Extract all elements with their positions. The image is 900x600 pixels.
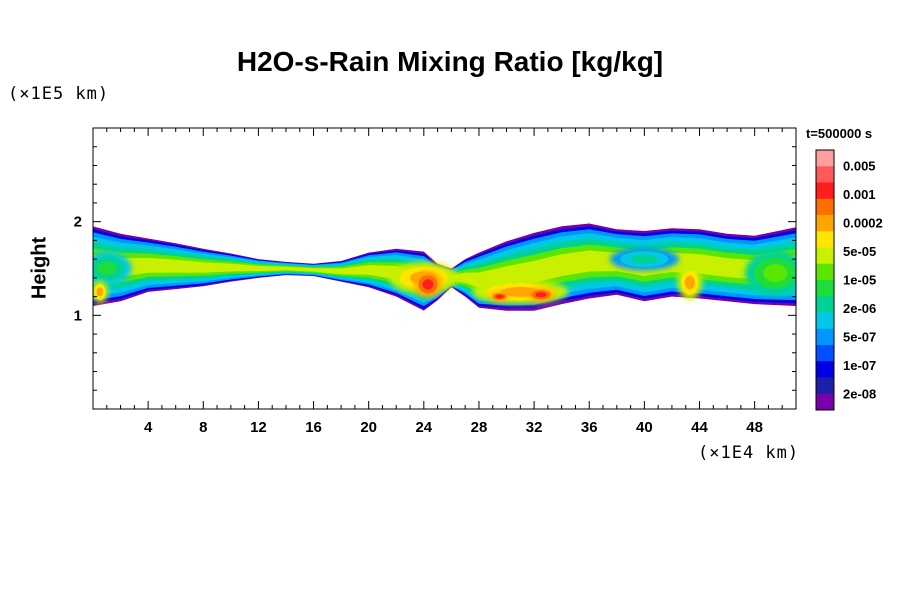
colorbar-swatch bbox=[816, 247, 834, 265]
rain-core-1-ring-2 bbox=[96, 287, 104, 297]
rain-core-7-ring-2 bbox=[684, 275, 695, 290]
colorbar-swatch bbox=[816, 377, 834, 395]
y-axis-unit-label: (×1E5 km) bbox=[8, 84, 110, 104]
x-tick-label: 28 bbox=[471, 419, 488, 436]
colorbar-label: 2e-08 bbox=[843, 386, 876, 401]
colorbar-swatch bbox=[816, 263, 834, 281]
x-tick-label: 40 bbox=[636, 419, 653, 436]
x-tick-label: 36 bbox=[581, 419, 598, 436]
colorbar-swatch bbox=[816, 328, 834, 346]
colorbar-swatch bbox=[816, 361, 834, 378]
rain-core-0-ring-2 bbox=[96, 261, 117, 276]
x-tick-label: 24 bbox=[415, 419, 432, 436]
colorbar-label: 5e-05 bbox=[843, 244, 876, 259]
colorbar-label: 1e-07 bbox=[843, 358, 876, 373]
rain-core-8-ring-2 bbox=[763, 264, 788, 283]
colorbar: 0.005 0.001 0.0002 5e-05 1e-05 2e-06 5e-07 1e-0… bbox=[815, 149, 883, 411]
colorbar-swatch bbox=[816, 150, 834, 167]
colorbar-label: 2e-06 bbox=[843, 301, 876, 316]
x-tick-label: 44 bbox=[691, 419, 708, 436]
time-label: t=500000 s bbox=[806, 126, 873, 141]
colorbar-label: 1e-05 bbox=[843, 272, 876, 287]
x-axis-unit-label: (×1E4 km) bbox=[698, 443, 800, 463]
colorbar-swatch bbox=[816, 182, 834, 200]
colorbar-label: 5e-07 bbox=[843, 329, 876, 344]
colorbar-swatch bbox=[816, 296, 834, 313]
colorbar-swatch bbox=[816, 280, 834, 297]
colorbar-swatch bbox=[816, 166, 834, 183]
colorbar-label: 0.0002 bbox=[843, 215, 883, 230]
colorbar-label: 0.005 bbox=[843, 158, 876, 173]
x-tick-label: 12 bbox=[250, 419, 267, 436]
x-tick-label: 48 bbox=[746, 419, 763, 436]
y-tick-label: 1 bbox=[74, 307, 82, 324]
colorbar-swatch bbox=[816, 345, 834, 362]
colorbar-swatch bbox=[816, 393, 834, 411]
plot-frame bbox=[92, 127, 797, 410]
x-tick-label: 32 bbox=[526, 419, 543, 436]
rain-core-5-ring-2 bbox=[535, 292, 547, 298]
y-tick-label: 2 bbox=[74, 214, 82, 231]
x-tick-label: 20 bbox=[360, 419, 377, 436]
x-tick-label: 16 bbox=[305, 419, 322, 436]
colorbar-swatch bbox=[816, 215, 834, 232]
rain-core-3-ring-2 bbox=[422, 279, 434, 290]
colorbar-swatch bbox=[816, 312, 834, 330]
x-tick-label: 8 bbox=[199, 419, 207, 436]
chart-title: H2O-s-Rain Mixing Ratio [kg/kg] bbox=[236, 46, 664, 77]
colorbar-label: 0.001 bbox=[843, 187, 876, 202]
colorbar-swatch bbox=[816, 231, 834, 248]
plot-area bbox=[93, 223, 796, 311]
x-tick-label: 4 bbox=[144, 419, 153, 436]
colorbar-frame bbox=[815, 149, 835, 411]
colorbar-swatch bbox=[816, 198, 834, 216]
rain-core-9-ring-2 bbox=[630, 254, 659, 264]
rain-core-6-ring-2 bbox=[495, 294, 504, 299]
